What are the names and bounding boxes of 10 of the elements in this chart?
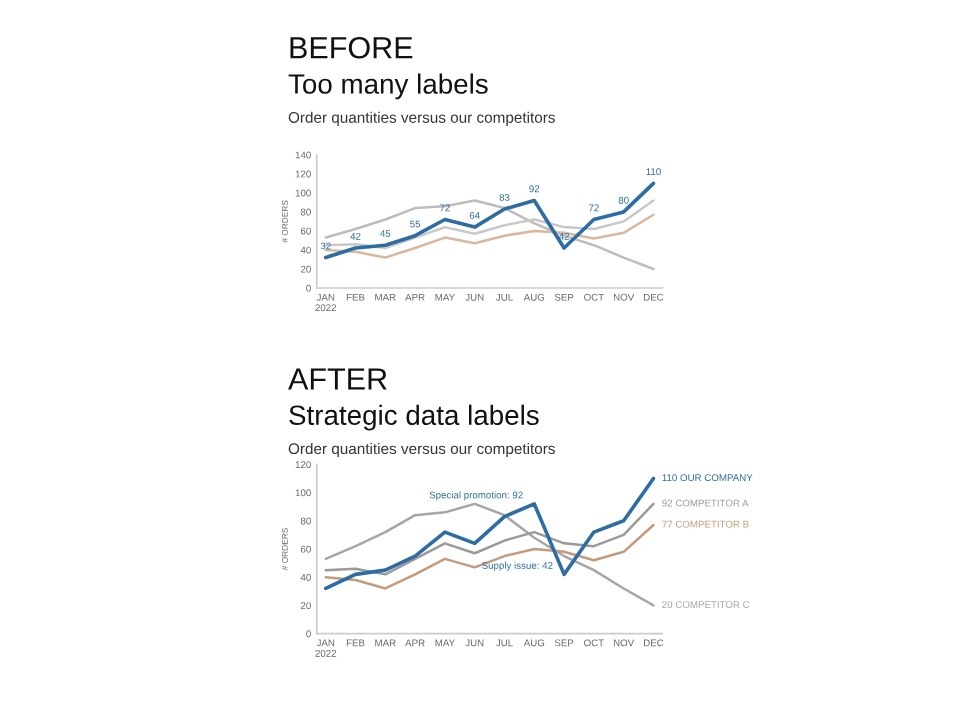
line-series	[324, 199, 655, 271]
chart-subtitle: Too many labels	[288, 73, 488, 100]
line-series	[324, 502, 655, 607]
chart-title: BEFORE	[290, 36, 413, 59]
line-series	[323, 181, 656, 260]
chart-title: AFTER	[288, 368, 387, 390]
line-series	[324, 213, 655, 259]
chart-subtitle: Strategic data labels	[289, 404, 539, 431]
line-series	[323, 476, 656, 591]
line-series	[324, 523, 655, 590]
